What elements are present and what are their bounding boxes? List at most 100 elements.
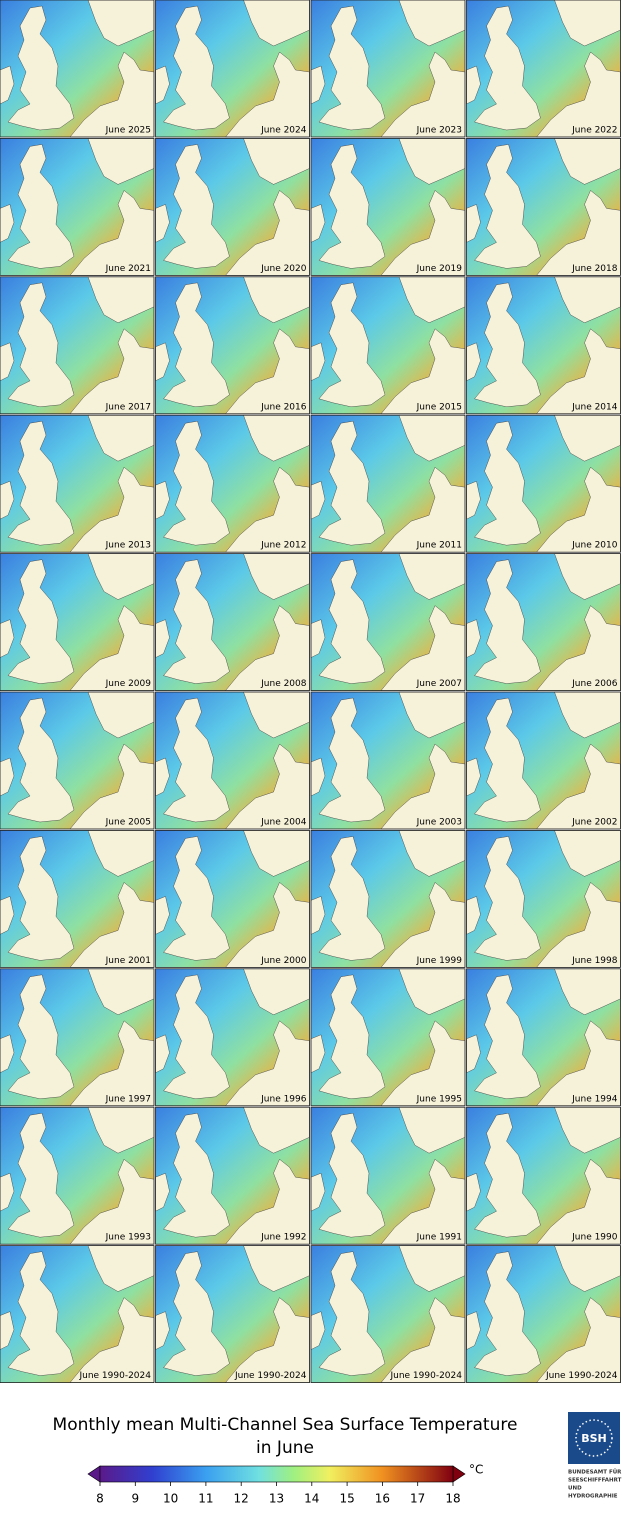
panel-label: June 1992 xyxy=(260,1233,306,1243)
panel-border xyxy=(466,1245,621,1383)
panel-label: June 2005 xyxy=(105,818,151,828)
logo-line: SEESCHIFFFAHRT xyxy=(568,1478,622,1484)
map-panel: June 1994 xyxy=(466,968,621,1107)
map-panel: June 1998 xyxy=(466,830,621,968)
panel-label: June 1991 xyxy=(416,1233,462,1243)
colorbar-ramp xyxy=(99,1465,454,1483)
panel-border xyxy=(310,276,466,415)
panel-label: June 1990-2024 xyxy=(389,1371,462,1381)
land-britain xyxy=(7,5,75,131)
panel-border xyxy=(155,414,310,553)
map-panel: June 2014 xyxy=(466,276,621,415)
panel-border xyxy=(310,968,466,1107)
land-britain xyxy=(474,144,541,269)
panel-label: June 2006 xyxy=(571,679,618,689)
land-ireland xyxy=(0,480,15,520)
colorbar-tick-label: 16 xyxy=(375,1492,390,1506)
colorbar-unit: °C xyxy=(469,1463,483,1477)
colorbar-tick-label: 14 xyxy=(304,1492,319,1506)
panel-border xyxy=(466,0,621,138)
land-britain xyxy=(474,1251,541,1376)
land-britain xyxy=(7,1251,75,1376)
map-panel: June 1990-2024 xyxy=(155,1245,310,1383)
land-britain xyxy=(7,697,75,823)
land-britain xyxy=(474,1112,541,1238)
map-panel: June 2003 xyxy=(310,691,466,830)
panel-label: June 1995 xyxy=(416,1094,462,1104)
colorbar-tick-label: 17 xyxy=(410,1492,425,1506)
panel-border xyxy=(155,276,310,415)
land-britain xyxy=(318,1251,386,1376)
title-line: in June xyxy=(256,1438,314,1458)
panel-label: June 2021 xyxy=(105,264,151,274)
panel-label: June 1998 xyxy=(571,956,618,966)
panel-border xyxy=(155,553,310,691)
map-panel: June 1990-2024 xyxy=(466,1245,621,1383)
panel-border xyxy=(155,1106,310,1245)
panel-border xyxy=(0,691,155,830)
panel-border xyxy=(155,1245,310,1383)
map-panel: June 2002 xyxy=(466,691,621,830)
logo-ring xyxy=(575,1419,613,1457)
panel-label: June 2022 xyxy=(571,126,617,136)
land-britain xyxy=(7,1112,75,1238)
panel-label: June 1994 xyxy=(571,1094,618,1104)
panel-border xyxy=(310,1106,466,1245)
map-panel: June 2010 xyxy=(466,414,621,553)
map-panel: June 2012 xyxy=(155,414,310,553)
logo-acronym: BSH xyxy=(581,1432,607,1445)
panel-label: June 2020 xyxy=(260,264,307,274)
panel-border xyxy=(0,968,155,1107)
panel-label: June 1993 xyxy=(105,1233,151,1243)
panel-grid: June 2025 June 2024 June 2023 June 2022 June… xyxy=(0,0,621,1383)
map-panel: June 2015 xyxy=(310,276,466,415)
land-britain xyxy=(163,1251,230,1376)
panel-label: June 2017 xyxy=(105,402,151,412)
land-ireland xyxy=(0,757,15,797)
panel-label: June 2004 xyxy=(260,818,307,828)
colorbar-tick-label: 12 xyxy=(234,1492,249,1506)
panel-border xyxy=(0,0,155,138)
panel-label: June 1990-2024 xyxy=(234,1371,307,1381)
map-panel: June 2011 xyxy=(310,414,466,553)
land-britain xyxy=(163,836,230,961)
title-line: Monthly mean Multi-Channel Sea Surface T… xyxy=(53,1415,518,1435)
land-britain xyxy=(318,420,386,546)
map-panel: June 2023 xyxy=(310,0,466,138)
land-britain xyxy=(474,420,541,546)
map-panel: June 2000 xyxy=(155,830,310,968)
panel-border xyxy=(155,691,310,830)
panel-border xyxy=(155,968,310,1107)
land-britain xyxy=(163,1112,230,1238)
panel-label: June 2019 xyxy=(416,264,463,274)
land-britain xyxy=(474,697,541,823)
land-britain xyxy=(7,282,75,408)
land-britain xyxy=(474,282,541,408)
land-britain xyxy=(318,974,386,1100)
panel-border xyxy=(466,691,621,830)
panel-label: June 1997 xyxy=(105,1094,151,1104)
colorbar-tick-label: 15 xyxy=(339,1492,354,1506)
panel-label: June 2008 xyxy=(260,679,307,689)
land-britain xyxy=(474,5,541,131)
map-panel: June 2017 xyxy=(0,276,155,415)
land-britain xyxy=(474,836,541,961)
land-britain xyxy=(318,144,386,269)
panel-label: June 1996 xyxy=(260,1094,307,1104)
land-ireland xyxy=(0,1034,15,1074)
logo-text: BUNDESAMT FÜR SEESCHIFFFAHRT UND HYDROGRAPH… xyxy=(568,1469,622,1500)
colorbar-tick-label: 18 xyxy=(445,1492,460,1506)
panel-border xyxy=(0,1245,155,1383)
panel-border xyxy=(310,830,466,968)
panel-border xyxy=(310,414,466,553)
map-panel: June 1997 xyxy=(0,968,155,1107)
panel-label: June 2009 xyxy=(105,679,152,689)
land-britain xyxy=(7,144,75,269)
panel-label: June 1990-2024 xyxy=(545,1371,618,1381)
panel-border xyxy=(0,137,155,276)
colorbar: 8 9 10 11 12 13 14 15 16 17 18 °C xyxy=(87,1463,483,1506)
panel-label: June 1990 xyxy=(571,1233,618,1243)
land-ireland xyxy=(0,1311,15,1350)
panel-label: June 1999 xyxy=(416,956,463,966)
